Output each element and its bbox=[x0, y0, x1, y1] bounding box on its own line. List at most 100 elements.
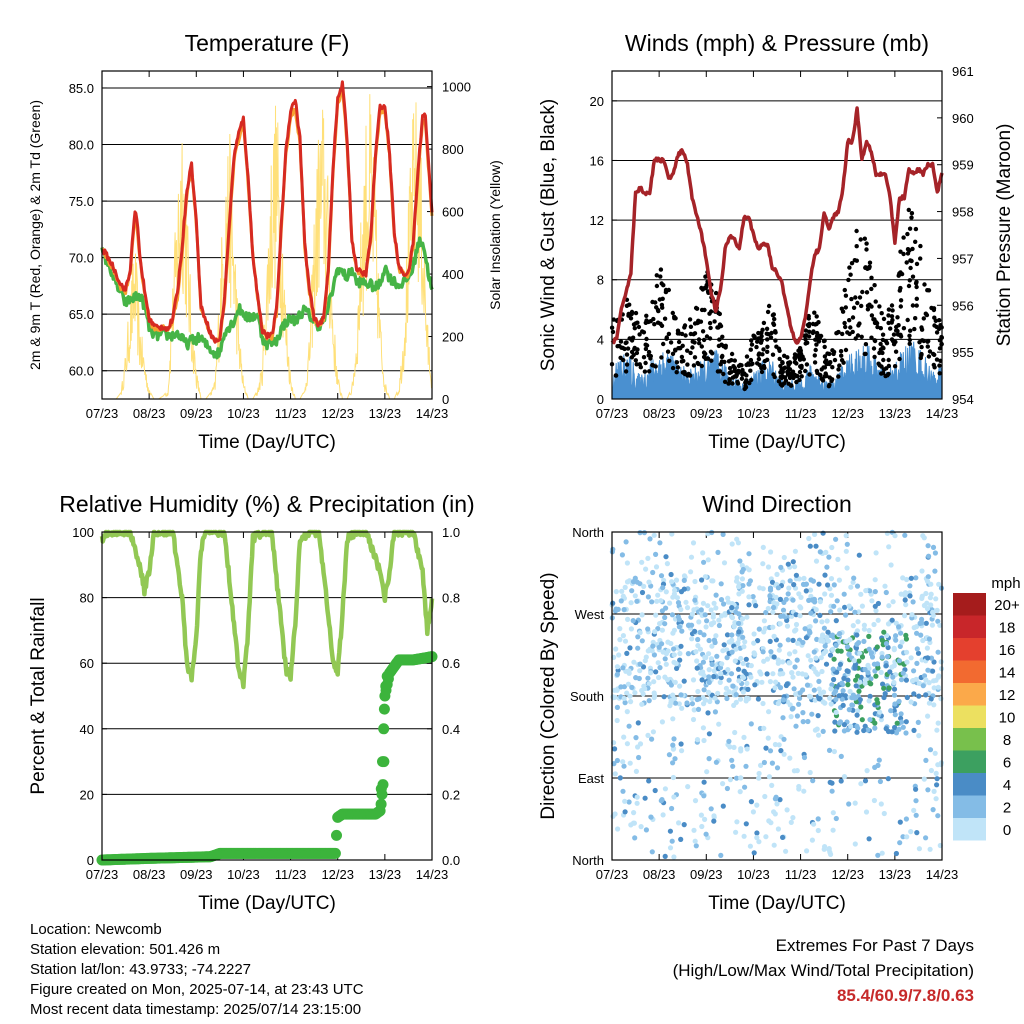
wind_direction-xtick-label: 08/23 bbox=[643, 867, 676, 882]
wind-direction-point bbox=[851, 575, 857, 581]
wind-direction-point bbox=[639, 589, 646, 596]
wind-direction-point bbox=[839, 680, 845, 686]
humidity-ylabel: Percent & Total Rainfall bbox=[28, 597, 49, 794]
gust-point bbox=[727, 366, 733, 371]
wind-direction-point bbox=[714, 653, 720, 659]
wind-direction-point bbox=[645, 626, 651, 632]
wind-direction-point bbox=[914, 830, 920, 836]
wind-direction-point bbox=[691, 707, 697, 713]
gust-point bbox=[760, 352, 765, 357]
wind-direction-point bbox=[722, 612, 728, 618]
wind-direction-point bbox=[772, 741, 779, 748]
gust-point bbox=[772, 374, 777, 380]
wind-direction-point bbox=[841, 675, 847, 682]
wind-direction-point bbox=[902, 532, 908, 538]
wind-direction-point bbox=[826, 554, 832, 560]
colorbar-label: 8 bbox=[1003, 732, 1011, 749]
wind-direction-point bbox=[659, 719, 666, 725]
wind-direction-point bbox=[853, 683, 859, 689]
wind-direction-point bbox=[931, 659, 937, 665]
wind-direction-point bbox=[934, 776, 940, 782]
wind-direction-point bbox=[904, 649, 910, 655]
wind-direction-point bbox=[805, 653, 811, 659]
gust-point bbox=[611, 317, 616, 322]
gust-point bbox=[717, 322, 723, 327]
wind-direction-point bbox=[866, 836, 872, 842]
wind-direction-point bbox=[832, 728, 838, 734]
wind-direction-point bbox=[893, 637, 899, 643]
wind-direction-point bbox=[765, 735, 771, 741]
wind-direction-point bbox=[627, 760, 633, 766]
colorbar-swatch bbox=[953, 705, 986, 728]
gust-point bbox=[697, 341, 702, 346]
gust-point bbox=[759, 338, 764, 343]
gust-point bbox=[692, 340, 697, 345]
wind-direction-point bbox=[732, 658, 738, 664]
wind-direction-point bbox=[824, 564, 830, 570]
wind-direction-point bbox=[908, 655, 914, 661]
gust-point bbox=[699, 363, 704, 369]
wind-direction-point bbox=[746, 602, 752, 608]
wind_direction-ytick-label: South bbox=[570, 689, 604, 704]
wind-direction-point bbox=[736, 620, 742, 627]
gust-point bbox=[637, 332, 642, 337]
gust-point bbox=[843, 324, 848, 330]
wind-direction-point bbox=[924, 600, 930, 606]
wind-direction-point bbox=[903, 632, 909, 639]
gust-point bbox=[756, 356, 762, 362]
wind-direction-point bbox=[622, 638, 629, 644]
wind-direction-point bbox=[911, 727, 917, 734]
wind-direction-point bbox=[648, 670, 654, 676]
humidity-plot-area bbox=[96, 529, 438, 866]
gust-point bbox=[901, 235, 906, 240]
wind-direction-point bbox=[864, 768, 870, 774]
gust-point bbox=[647, 369, 652, 374]
wind-direction-point bbox=[621, 763, 627, 769]
gust-point bbox=[919, 325, 924, 330]
colorbar-swatch bbox=[953, 795, 986, 818]
wind-direction-point bbox=[886, 544, 892, 550]
gust-point bbox=[907, 341, 912, 346]
wind-direction-point bbox=[635, 744, 641, 750]
wind-direction-point bbox=[854, 729, 860, 735]
winds-xtick-label: 08/23 bbox=[643, 406, 676, 421]
gust-point bbox=[749, 377, 754, 383]
wind-direction-point bbox=[855, 708, 861, 714]
winds-xtick-label: 11/23 bbox=[785, 406, 817, 421]
gust-point bbox=[727, 377, 732, 382]
gust-point bbox=[765, 337, 770, 342]
colorbar-swatch bbox=[953, 593, 986, 616]
gust-point bbox=[675, 365, 681, 370]
wind-direction-point bbox=[828, 609, 834, 615]
temperature-xtick-label: 13/23 bbox=[369, 406, 402, 421]
gust-point bbox=[797, 357, 803, 362]
wind-direction-point bbox=[676, 624, 683, 630]
wind-direction-point bbox=[699, 677, 705, 683]
wind-direction-point bbox=[867, 717, 873, 723]
wind-direction-point bbox=[619, 552, 626, 558]
gust-point bbox=[717, 311, 722, 317]
gust-point bbox=[803, 328, 809, 333]
gust-point bbox=[703, 356, 708, 361]
gust-point bbox=[750, 361, 755, 366]
wind-direction-point bbox=[850, 623, 856, 629]
wind-direction-point bbox=[886, 685, 892, 691]
temperature-xtick-label: 12/23 bbox=[321, 406, 354, 421]
wind-direction-point bbox=[619, 588, 625, 594]
gust-point bbox=[633, 310, 639, 316]
wind-direction-point bbox=[835, 556, 841, 563]
gust-point bbox=[898, 298, 904, 303]
winds-ylabel-right: Station Pressure (Maroon) bbox=[994, 124, 1015, 347]
wind-direction-point bbox=[731, 744, 737, 751]
wind-direction-point bbox=[710, 612, 717, 618]
wind-direction-point bbox=[650, 639, 656, 645]
wind-direction-point bbox=[672, 700, 679, 706]
wind-direction-point bbox=[897, 840, 903, 846]
wind-direction-point bbox=[843, 612, 849, 618]
wind-direction-point bbox=[736, 584, 742, 590]
gust-point bbox=[839, 353, 844, 358]
wind-direction-point bbox=[671, 652, 677, 658]
gust-point bbox=[914, 279, 919, 285]
wind-direction-point bbox=[643, 566, 649, 572]
wind-direction-point bbox=[767, 587, 774, 593]
